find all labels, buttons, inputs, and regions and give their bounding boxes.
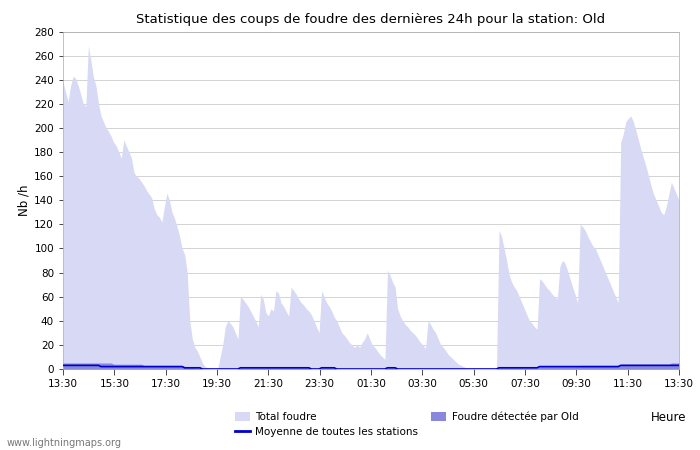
Text: Heure: Heure xyxy=(650,411,686,423)
Y-axis label: Nb /h: Nb /h xyxy=(17,184,30,216)
Title: Statistique des coups de foudre des dernières 24h pour la station: Old: Statistique des coups de foudre des dern… xyxy=(136,13,606,26)
Legend: Total foudre, Moyenne de toutes les stations, Foudre détectée par Old: Total foudre, Moyenne de toutes les stat… xyxy=(234,411,578,437)
Text: www.lightningmaps.org: www.lightningmaps.org xyxy=(7,438,122,448)
